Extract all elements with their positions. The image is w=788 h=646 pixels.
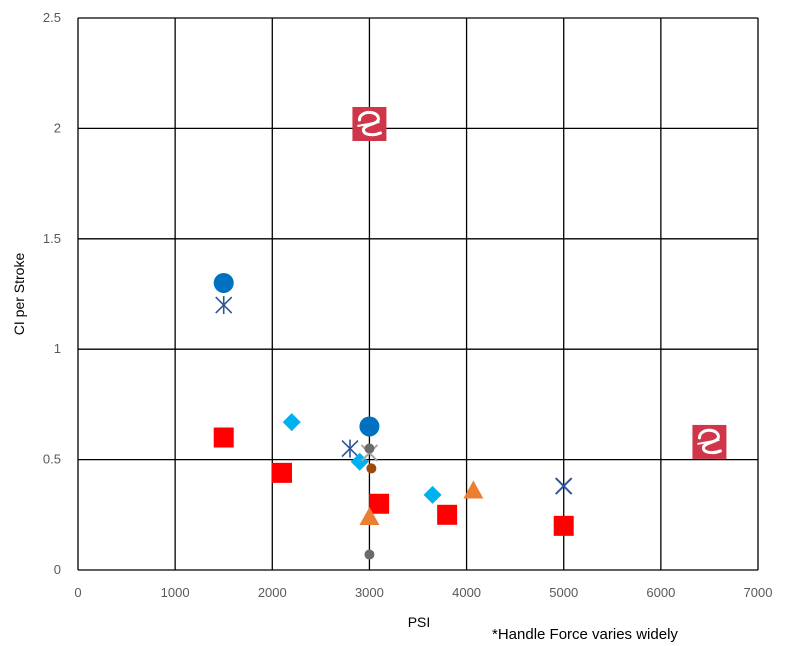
x-axis-ticks: 0 1000 2000 3000 4000 5000 6000 7000	[74, 585, 772, 600]
square-marker	[437, 504, 458, 525]
footnote: *Handle Force varies widely	[492, 626, 678, 643]
small-circle-marker	[364, 549, 375, 560]
y-tick-label: 0.5	[43, 452, 61, 467]
triangle-marker	[359, 507, 380, 526]
square-marker	[369, 493, 390, 514]
diamond-marker	[282, 413, 301, 432]
y-tick-label: 0	[54, 562, 61, 577]
x-tick-label: 6000	[646, 585, 675, 600]
x-tick-label: 1000	[161, 585, 190, 600]
y-tick-label: 2	[54, 120, 61, 135]
x-tick-label: 7000	[744, 585, 773, 600]
y-axis-title: CI per Stroke	[11, 253, 27, 336]
logo-marker	[692, 424, 727, 459]
grid-lines	[77, 17, 759, 571]
asterisk-marker	[215, 296, 233, 315]
x-tick-label: 5000	[549, 585, 578, 600]
circle-marker	[213, 272, 234, 293]
y-axis-ticks: 0 0.5 1 1.5 2 2.5	[43, 10, 61, 577]
circle-marker	[359, 416, 380, 437]
x-marker	[555, 477, 573, 495]
x-tick-label: 3000	[355, 585, 384, 600]
small-circle-marker	[364, 443, 375, 454]
small-circle-marker	[366, 463, 377, 474]
y-tick-label: 1.5	[43, 231, 61, 246]
square-marker	[272, 462, 292, 483]
logo-marker	[352, 106, 387, 141]
data-points	[213, 106, 727, 560]
x-tick-label: 0	[74, 585, 81, 600]
y-tick-label: 2.5	[43, 10, 61, 25]
asterisk-marker	[341, 439, 359, 458]
x-tick-label: 2000	[258, 585, 287, 600]
square-marker	[213, 427, 234, 448]
x-tick-label: 4000	[452, 585, 481, 600]
diamond-marker	[423, 485, 442, 504]
square-marker	[553, 515, 574, 536]
y-tick-label: 1	[54, 341, 61, 356]
x-axis-title: PSI	[408, 614, 431, 630]
triangle-marker	[463, 480, 484, 499]
